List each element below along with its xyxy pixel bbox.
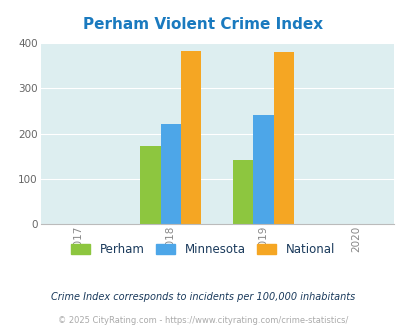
Text: Crime Index corresponds to incidents per 100,000 inhabitants: Crime Index corresponds to incidents per… xyxy=(51,292,354,302)
Bar xyxy=(181,51,201,224)
Bar xyxy=(253,115,273,224)
Legend: Perham, Minnesota, National: Perham, Minnesota, National xyxy=(67,240,338,260)
Bar xyxy=(232,160,253,224)
Bar xyxy=(140,147,160,224)
Bar xyxy=(160,124,181,224)
Text: © 2025 CityRating.com - https://www.cityrating.com/crime-statistics/: © 2025 CityRating.com - https://www.city… xyxy=(58,315,347,325)
Text: Perham Violent Crime Index: Perham Violent Crime Index xyxy=(83,17,322,32)
Bar xyxy=(273,52,294,224)
